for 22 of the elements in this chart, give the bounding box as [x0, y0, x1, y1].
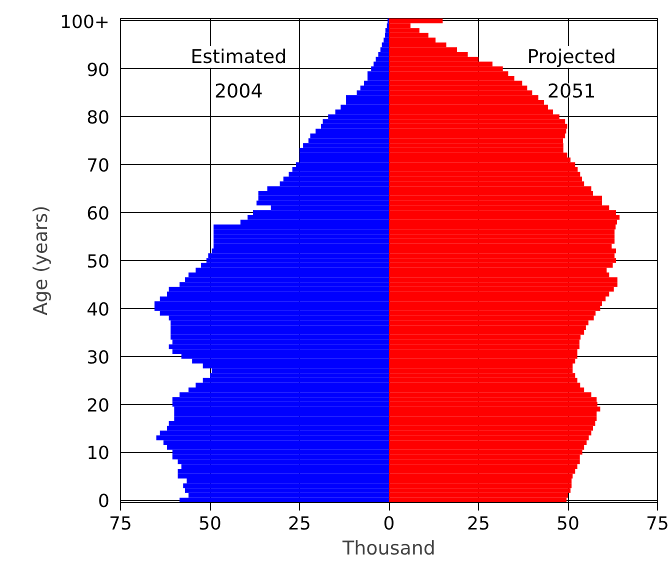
y-tick-label: 30	[86, 347, 110, 368]
x-tick-label: 75	[646, 514, 669, 534]
x-tick-label: 0	[383, 514, 395, 534]
annotation: Projected 2051	[527, 46, 616, 102]
y-tick-label: 10	[86, 443, 110, 464]
y-axis-title: Age (years)	[30, 206, 52, 316]
x-axis-title: Thousand	[342, 538, 436, 560]
x-tick-label: 25	[467, 514, 490, 534]
x-tick-label: 50	[198, 514, 222, 534]
y-tick-label: 40	[86, 299, 110, 320]
y-tick-label: 70	[86, 156, 110, 177]
x-tick-label: 50	[556, 514, 580, 534]
y-tick-label: 50	[86, 252, 110, 272]
annotation: Estimated 2004	[190, 46, 287, 102]
x-tick-label: 25	[288, 514, 311, 534]
x-tick-label: 75	[109, 514, 132, 534]
y-tick-label: 100+	[60, 12, 110, 33]
y-tick-label: 20	[86, 395, 110, 416]
y-tick-label: 90	[86, 60, 110, 81]
y-tick-label: 60	[86, 204, 110, 225]
y-tick-label: 0	[98, 491, 110, 512]
y-tick-label: 80	[86, 108, 110, 129]
